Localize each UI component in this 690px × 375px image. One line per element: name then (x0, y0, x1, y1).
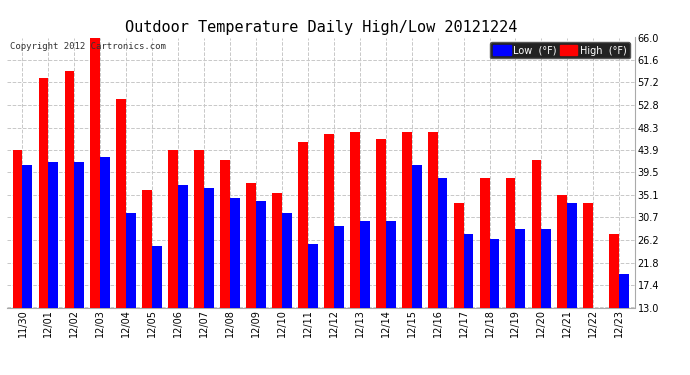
Bar (584, 203, 593, 308)
Bar (454, 203, 464, 308)
Bar (100, 157, 110, 308)
Bar (489, 239, 500, 308)
Bar (386, 221, 395, 308)
Bar (256, 201, 266, 308)
Bar (272, 193, 282, 308)
Bar (376, 140, 386, 308)
Bar (359, 221, 370, 308)
Bar (531, 160, 542, 308)
Bar (246, 183, 256, 308)
Bar (609, 234, 619, 308)
Bar (334, 226, 344, 308)
Bar (142, 190, 152, 308)
Bar (412, 165, 422, 308)
Bar (480, 178, 489, 308)
Bar (23, 165, 32, 308)
Bar (204, 188, 214, 308)
Title: Outdoor Temperature Daily High/Low 20121224: Outdoor Temperature Daily High/Low 20121… (125, 20, 517, 35)
Bar (75, 162, 84, 308)
Bar (220, 160, 230, 308)
Bar (558, 195, 567, 308)
Bar (12, 150, 23, 308)
Bar (230, 198, 240, 308)
Text: Copyright 2012 Cartronics.com: Copyright 2012 Cartronics.com (10, 42, 166, 51)
Bar (542, 228, 551, 308)
Bar (308, 244, 317, 308)
Bar (464, 234, 473, 308)
Bar (437, 178, 448, 308)
Bar (178, 185, 188, 308)
Bar (126, 213, 136, 308)
Bar (39, 78, 48, 308)
Legend: Low  (°F), High  (°F): Low (°F), High (°F) (490, 42, 630, 58)
Bar (117, 99, 126, 308)
Bar (282, 213, 292, 308)
Bar (90, 38, 100, 308)
Bar (428, 132, 437, 308)
Bar (567, 203, 578, 308)
Bar (402, 132, 412, 308)
Bar (298, 142, 308, 308)
Bar (619, 274, 629, 308)
Bar (194, 150, 204, 308)
Bar (152, 246, 162, 308)
Bar (515, 228, 525, 308)
Bar (64, 70, 75, 308)
Bar (506, 178, 515, 308)
Bar (168, 150, 178, 308)
Bar (324, 134, 334, 308)
Bar (48, 162, 58, 308)
Bar (350, 132, 359, 308)
